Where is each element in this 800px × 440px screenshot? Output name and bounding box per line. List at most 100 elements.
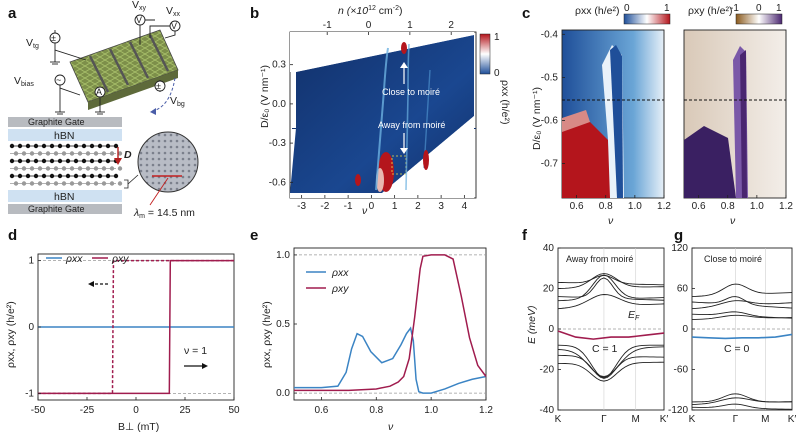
atom xyxy=(17,158,23,164)
device-edge xyxy=(88,70,178,110)
atom xyxy=(53,151,59,156)
panel-d-sweep-back-head xyxy=(88,281,94,287)
gate-top-layer xyxy=(8,117,122,127)
panel-c-right-cbar-0: 0 xyxy=(756,3,762,14)
panel-b-ytick-label: 0.3 xyxy=(272,60,286,71)
panel-d-ytick-label: 1 xyxy=(28,256,34,267)
panel-label-b: b xyxy=(250,5,259,22)
atom xyxy=(97,143,103,149)
panel-d-legend-xy: ρxy xyxy=(111,253,129,265)
voltmeter-xx-icon xyxy=(169,20,181,32)
atom xyxy=(85,151,91,156)
panel-f-ytick-label: 20 xyxy=(543,284,555,295)
panel-e-series-0 xyxy=(294,326,487,394)
panel-c-ticks: -0.4 -0.5 -0.6 -0.7 0.6 0.8 1.0 1.2 0.6 0.8 1.0 1.2 xyxy=(541,29,794,212)
panel-f-k-label: M xyxy=(632,414,640,425)
panel-b-toptick-label: 0 xyxy=(366,20,372,31)
panel-b-xtick-label: -1 xyxy=(344,201,353,212)
ammeter-icon xyxy=(94,86,106,98)
panel-label-c: c xyxy=(522,5,530,22)
panel-c-right-xlabel: ν xyxy=(730,215,736,227)
atom xyxy=(97,173,103,179)
panel-b-xtick-label: 3 xyxy=(438,201,444,212)
panel-g-ytick-label: -60 xyxy=(674,365,689,376)
atom xyxy=(33,158,39,164)
panel-c-right-xtick-label: 0.6 xyxy=(692,201,706,212)
atom xyxy=(109,166,115,171)
panel-g-k-label: Γ xyxy=(733,414,739,425)
atom xyxy=(25,158,31,164)
panel-f-title: Away from moiré xyxy=(566,254,633,264)
panel-c-left-xtick-label: 1.2 xyxy=(657,201,671,212)
annot-close-text: Close to moiré xyxy=(382,87,440,97)
label-vxx: Vxx xyxy=(166,5,181,18)
panel-g-chern: C = 0 xyxy=(724,343,750,355)
atom xyxy=(69,151,75,156)
zoom-bracket xyxy=(124,179,129,189)
panel-e-ylabel: ρxx, ρxy (h/e²) xyxy=(261,301,273,368)
ammeter-glyph: A xyxy=(96,87,102,97)
panel-c-right-xtick-label: 0.8 xyxy=(721,201,735,212)
atom xyxy=(61,166,67,171)
atom xyxy=(105,173,111,179)
atom xyxy=(73,173,79,179)
panel-label-a: a xyxy=(8,5,17,22)
zoom-pointer xyxy=(127,174,139,185)
source-tg-icon xyxy=(49,32,61,44)
atom xyxy=(61,181,67,186)
panel-b-red-spot xyxy=(401,42,407,54)
panel-g-k-label: K′ xyxy=(788,414,797,425)
atom xyxy=(33,143,39,149)
panel-e-plot: 0.6 0.8 1.0 1.2 1.0 0.5 0.0 xyxy=(276,250,493,416)
panel-f-k-label: K′ xyxy=(660,414,669,425)
panel-b-ytick-label: -0.3 xyxy=(269,138,287,149)
panel-c-ytick-label: -0.6 xyxy=(541,115,559,126)
atom xyxy=(45,181,51,186)
voltmeter-xy-glyph: V xyxy=(136,15,142,25)
atom xyxy=(105,143,111,149)
atom xyxy=(29,166,35,171)
hbn-top-label: hBN xyxy=(54,130,74,142)
atom xyxy=(113,143,119,149)
panel-g-band-2 xyxy=(691,300,793,310)
hbn-bottom-layer xyxy=(8,190,122,202)
panel-e-ytick-label: 0.5 xyxy=(276,319,290,330)
panel-c-right-purple-region xyxy=(684,126,736,198)
atom xyxy=(89,143,95,149)
panel-e-xtick-label: 0.6 xyxy=(314,405,328,416)
atom xyxy=(53,181,59,186)
panel-b-red-spot-3 xyxy=(355,174,361,186)
atom xyxy=(85,166,91,171)
panel-e-xtick-label: 1.0 xyxy=(424,405,438,416)
panel-c-left-xtick-label: 0.8 xyxy=(599,201,613,212)
atom xyxy=(97,158,103,164)
panel-f-band-4 xyxy=(557,274,665,286)
atom xyxy=(57,173,63,179)
panel-c-ytick-label: -0.5 xyxy=(541,72,559,83)
atom xyxy=(33,173,39,179)
panel-g-highlight-band xyxy=(691,333,793,340)
panel-g-k-label: K xyxy=(689,414,696,425)
panel-f-plot: K Γ M K′ 40 20 0 -20 -40 xyxy=(540,243,669,425)
gate-top-label: Graphite Gate xyxy=(28,117,85,127)
panel-f-k-label: Γ xyxy=(601,414,607,425)
panel-b-vertical-stripe-2 xyxy=(405,43,410,191)
multilayer-graphene xyxy=(9,143,123,186)
atom xyxy=(49,158,55,164)
panel-g-band-3 xyxy=(691,311,793,319)
source-tg-sign: ± xyxy=(51,33,56,43)
atom xyxy=(25,173,31,179)
atom xyxy=(37,151,43,156)
panel-e-legend-xy: ρxy xyxy=(331,283,349,295)
atom xyxy=(45,151,51,156)
panel-g-ytick-label: 0 xyxy=(682,324,688,335)
panel-e-xtick-label: 0.8 xyxy=(369,405,383,416)
panel-c: c ρxx (h/e²) 0 1 ρxy (h/e²) -1 0 1 -0.4-… xyxy=(522,3,793,227)
panel-g-band-4 xyxy=(691,314,793,320)
source-bias-sign: ~ xyxy=(56,75,61,85)
panel-f-chern: C = 1 xyxy=(592,343,618,355)
source-bg-icon xyxy=(154,80,166,92)
label-vbg: Vbg xyxy=(170,95,185,108)
panel-b: b Close to moiré Away from moiré -3 -2 -1 0… xyxy=(250,5,511,217)
panel-b-colorbar xyxy=(479,33,491,75)
